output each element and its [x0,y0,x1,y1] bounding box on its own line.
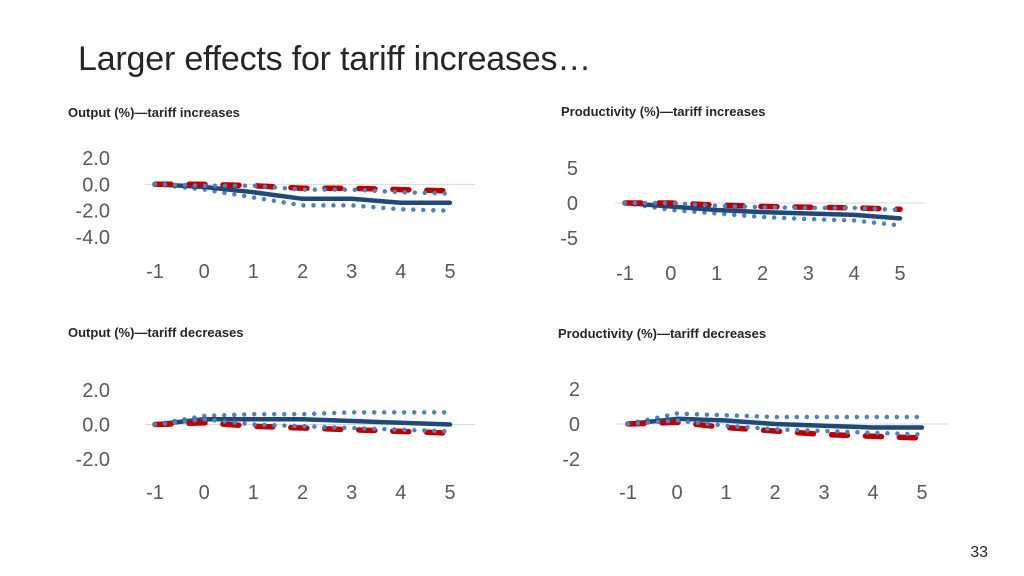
x-tick-label: 5 [916,482,927,504]
chart-title: Productivity (%)—tariff increases [561,104,766,119]
series-line-confidence-band [152,182,453,213]
x-tick-label: 3 [818,482,829,504]
x-tick-label: 5 [444,482,455,504]
chart-title: Output (%)—tariff decreases [68,325,244,340]
chart-plot: 5 0 -5 -1 0 1 2 3 4 5 [560,158,925,285]
y-tick-label: 5 [567,158,578,180]
series-line-confidence-band [625,411,925,427]
y-tick-label: 2 [569,379,580,401]
series-line-dashed [622,200,903,213]
x-tick-label: 5 [444,261,455,283]
x-tick-label: -1 [146,482,164,504]
x-tick-label: 1 [720,482,731,504]
series-line-confidence-band [152,410,453,427]
y-tick-label: -2 [562,449,580,471]
chart-plot: 2 0 -2 -1 0 1 2 3 4 5 [562,379,948,504]
x-tick-label: 2 [297,261,308,283]
y-tick-label: 0 [569,414,580,436]
chart-plot: 2.0 0.0 -2.0 -4.0 -1 0 1 2 3 4 5 [76,148,475,283]
y-tick-label: 2.0 [82,148,110,170]
y-tick-label: -5 [560,228,578,250]
x-tick-label: -1 [146,261,164,283]
x-tick-label: 1 [248,482,259,504]
y-tick-label: -2.0 [76,201,110,223]
x-tick-label: 2 [757,263,768,285]
chart-productivity-increases: Productivity (%)—tariff increases 5 0 -5 -1… [530,100,990,300]
x-tick-label: 3 [346,261,357,283]
chart-title: Productivity (%)—tariff decreases [558,326,767,341]
series-line-dashed [152,420,453,436]
y-tick-label: 0.0 [82,174,110,196]
x-tick-label: 0 [199,261,210,283]
x-tick-label: 3 [346,482,357,504]
x-tick-label: -1 [619,482,637,504]
x-tick-label: 4 [849,263,860,285]
chart-output-decreases: Output (%)—tariff decreases 2.0 0.0 -2.0 -1… [60,322,520,522]
y-tick-label: -4.0 [76,227,110,249]
series-line-confidence-band [622,200,903,228]
y-tick-label: 2.0 [82,380,110,402]
x-tick-label: 4 [395,261,406,283]
y-tick-label: 0 [567,193,578,215]
x-tick-label: 4 [867,482,878,504]
y-tick-label: -2.0 [76,449,110,471]
series-line-confidence-band [625,418,925,437]
x-tick-label: 2 [297,482,308,504]
series-line-estimate [622,200,903,221]
x-tick-label: 0 [665,263,676,285]
chart-productivity-decreases: Productivity (%)—tariff decreases 2 0 -2 -1… [530,322,990,522]
x-tick-label: -1 [616,263,634,285]
chart-title: Output (%)—tariff increases [68,105,240,120]
x-tick-label: 1 [248,261,259,283]
x-tick-label: 3 [803,263,814,285]
y-tick-label: 0.0 [82,415,110,437]
chart-output-increases: Output (%)—tariff increases 2.0 0.0 -2.0 -4… [60,100,520,300]
x-tick-label: 5 [894,263,905,285]
x-tick-label: 0 [199,482,210,504]
x-tick-label: 1 [711,263,722,285]
series-line-confidence-band [152,182,453,196]
series-line-confidence-band [622,200,903,213]
slide-title: Larger effects for tariff increases… [78,40,592,78]
chart-plot: 2.0 0.0 -2.0 -1 0 1 2 3 4 5 [76,380,475,504]
x-tick-label: 2 [769,482,780,504]
x-tick-label: 0 [671,482,682,504]
series-line-confidence-band [152,417,453,434]
x-tick-label: 4 [395,482,406,504]
page-number: 33 [970,544,988,561]
